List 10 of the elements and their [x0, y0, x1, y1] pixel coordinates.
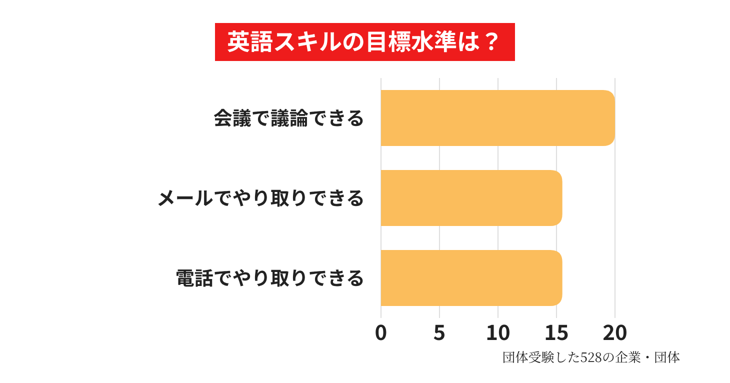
x-tick-label: 20: [602, 317, 628, 347]
y-tick-label: メールでやり取りできる: [156, 184, 365, 211]
x-tick-label: 10: [486, 317, 510, 347]
x-tick-label: 15: [544, 317, 569, 347]
y-tick-label: 電話でやり取りできる: [175, 264, 365, 291]
y-tick-label: 会議で議論できる: [213, 104, 365, 131]
chart-title: 英語スキルの目標水準は？: [227, 23, 503, 57]
x-tick-label: 5: [433, 317, 446, 347]
x-tick-label: 0: [374, 317, 388, 347]
text: 団体受験した528の企業・団体: [502, 347, 680, 366]
